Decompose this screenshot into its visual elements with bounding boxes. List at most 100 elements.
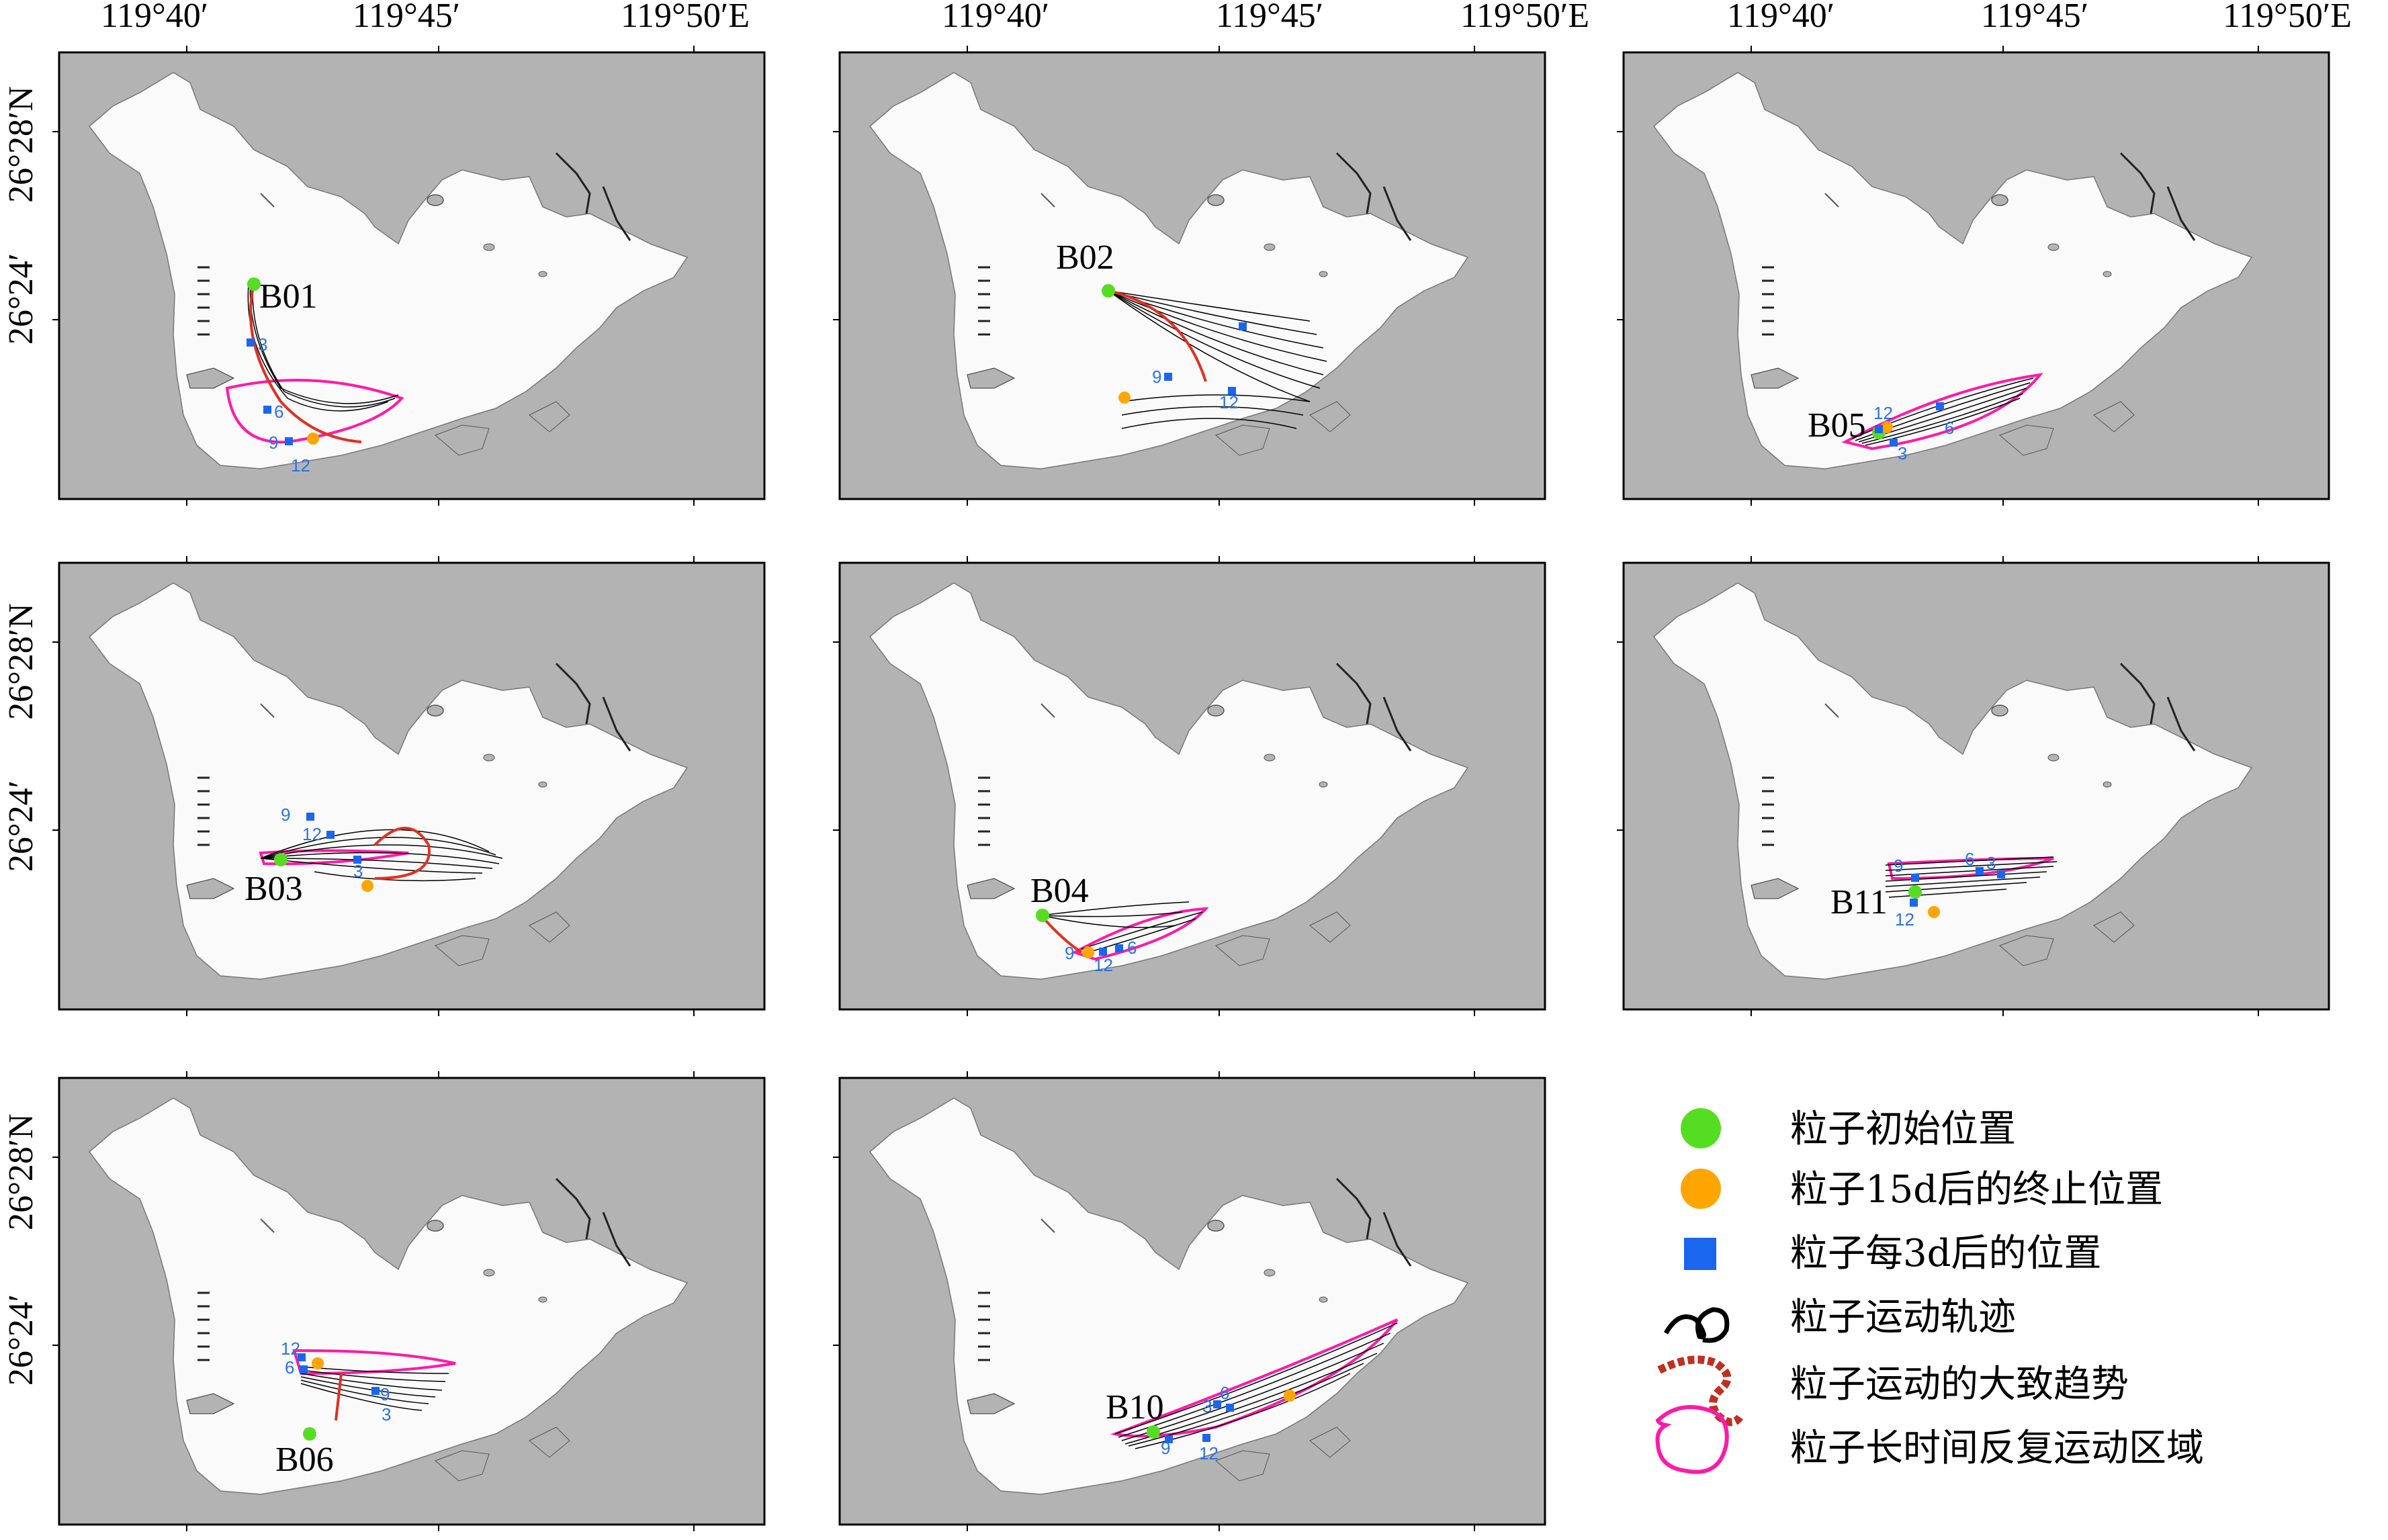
panel-b02: 9 12 B02 <box>832 45 1546 506</box>
lon-label: 119°45′ <box>1981 0 2088 35</box>
step-label: 3 <box>382 1404 391 1424</box>
step-label: 9 <box>1894 856 1903 876</box>
step-position <box>326 831 335 839</box>
step-label: 9 <box>380 1384 390 1404</box>
panel-b10: 3 6 9 12 B10 <box>832 1071 1546 1532</box>
lon-label: 119°50′E <box>1460 0 1589 35</box>
step-label: 6 <box>1945 418 1954 438</box>
step-position <box>1239 322 1247 330</box>
initial-position <box>1147 1425 1160 1439</box>
station-label: B10 <box>1106 1388 1164 1426</box>
lat-label: 26°24′ <box>2 780 40 872</box>
green-dot-icon <box>1681 1108 1721 1148</box>
step-label: 6 <box>1965 849 1974 869</box>
step-label: 12 <box>291 455 310 475</box>
step-label: 3 <box>353 861 363 881</box>
step-position <box>247 338 255 347</box>
red-dashed-squiggle-icon <box>1657 1355 1743 1426</box>
step-label: 9 <box>281 805 290 825</box>
trend-line <box>335 1373 343 1421</box>
repeat-zone <box>1110 1318 1399 1438</box>
trajectory-bundle <box>260 829 503 882</box>
lon-label: 119°40′ <box>1727 0 1834 35</box>
final-position <box>361 880 373 892</box>
final-position <box>1928 906 1940 918</box>
step-position <box>1099 948 1107 956</box>
lat-label: 26°24′ <box>2 1294 40 1386</box>
step-label: 9 <box>1152 367 1161 387</box>
station-label: B11 <box>1830 883 1888 921</box>
lon-labels: 119°40′ 119°45′ 119°50′E 119°40′ 119°45′… <box>101 0 2352 35</box>
black-squiggle-icon <box>1663 1307 1730 1343</box>
step-position <box>1976 867 1984 875</box>
final-position <box>1082 946 1094 958</box>
step-label: 12 <box>1895 909 1914 930</box>
step-position <box>1875 425 1883 433</box>
lat-labels: 26°28′N 26°24′ 26°28′N 26°24′ 26°28′N 26… <box>2 86 40 1386</box>
step-label: 12 <box>1873 403 1893 423</box>
step-position <box>1213 1400 1221 1408</box>
step-position <box>1202 1434 1210 1442</box>
step-position <box>1115 944 1123 952</box>
final-position <box>312 1357 324 1369</box>
step-label: 12 <box>1094 955 1113 975</box>
final-position <box>1284 1390 1296 1402</box>
step-position <box>298 1353 306 1361</box>
magenta-loop-icon <box>1655 1405 1729 1474</box>
step-label: 9 <box>269 433 278 453</box>
legend-label: 粒子运动轨迹 <box>1790 1296 2016 1339</box>
initial-position <box>1036 909 1049 922</box>
station-label: B01 <box>259 277 318 316</box>
trend-line <box>373 827 431 880</box>
initial-position <box>1908 885 1922 899</box>
step-label: 12 <box>1199 1443 1219 1463</box>
lon-label: 119°40′ <box>942 0 1049 35</box>
repeat-zone <box>1071 907 1209 961</box>
repeat-zone <box>292 1349 456 1375</box>
step-label: 3 <box>1202 1396 1212 1416</box>
step-position <box>1164 373 1172 381</box>
station-label: B02 <box>1056 238 1114 277</box>
station-label: B06 <box>275 1441 334 1479</box>
step-label: 6 <box>1127 938 1137 958</box>
panel-b03: 9 12 3 B03 <box>52 555 766 1017</box>
step-label: 6 <box>274 402 283 422</box>
legend-label: 粒子运动的大致趋势 <box>1790 1363 2129 1406</box>
step-position <box>306 813 314 821</box>
trend-line <box>249 283 362 443</box>
step-label: 12 <box>1219 392 1239 412</box>
step-position <box>1911 874 1919 882</box>
station-label: B04 <box>1030 872 1089 910</box>
panel-b04: 9 12 6 B04 <box>832 555 1546 1017</box>
lon-label: 119°45′ <box>1216 0 1323 35</box>
step-position <box>353 856 361 864</box>
lat-label: 26°28′N <box>2 86 40 203</box>
legend-label: 粒子初始位置 <box>1790 1107 2016 1151</box>
legend: 粒子初始位置 粒子15d后的终止位置 粒子每3d后的位置 粒子运动轨迹 粒子运动… <box>1655 1107 2204 1474</box>
lat-label: 26°28′N <box>2 603 40 720</box>
orange-dot-icon <box>1681 1169 1721 1209</box>
step-label: 3 <box>1986 853 1996 873</box>
step-position <box>1890 439 1898 447</box>
initial-position <box>274 853 288 866</box>
step-label: 12 <box>281 1339 300 1359</box>
final-position <box>1118 392 1131 404</box>
lon-label: 119°45′ <box>353 0 460 35</box>
step-position <box>1228 387 1236 395</box>
step-position <box>263 406 271 414</box>
step-label: 6 <box>1220 1383 1229 1403</box>
panel-b01: 3 6 9 12 B01 <box>52 45 766 506</box>
step-label: 6 <box>285 1357 294 1377</box>
step-label: 12 <box>302 824 322 844</box>
legend-label: 粒子15d后的终止位置 <box>1790 1168 2163 1212</box>
repeat-zone <box>225 379 404 444</box>
lon-label: 119°40′ <box>101 0 208 35</box>
panel-b05: 12 3 6 B05 <box>1616 45 2330 506</box>
step-label: 9 <box>1065 943 1074 963</box>
step-label: 3 <box>258 334 267 355</box>
lat-label: 26°24′ <box>2 253 40 345</box>
trend-line <box>1108 289 1207 382</box>
step-label: 3 <box>1898 443 1907 463</box>
station-label: B03 <box>245 870 303 908</box>
step-position <box>300 1365 308 1373</box>
